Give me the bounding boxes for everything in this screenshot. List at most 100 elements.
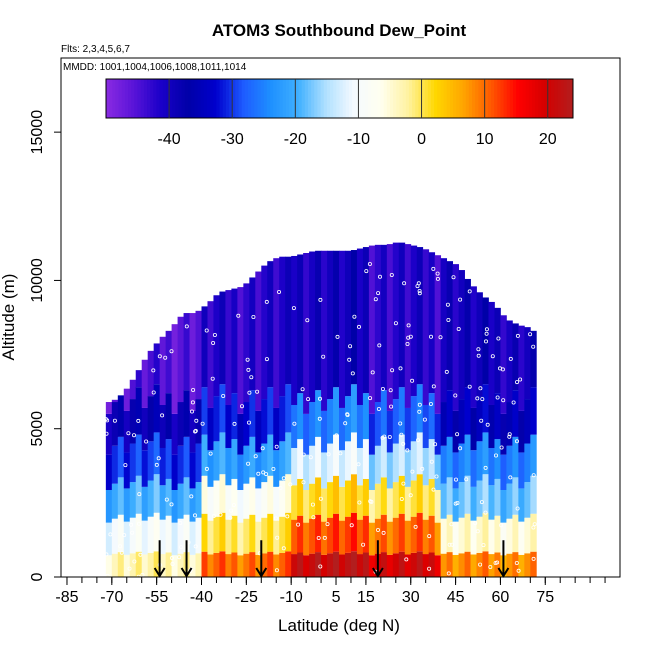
heatmap-cell xyxy=(386,410,394,453)
heatmap-cell xyxy=(117,477,125,515)
heatmap-cell xyxy=(225,519,232,555)
heatmap-cell xyxy=(291,404,298,448)
observation-point xyxy=(388,388,393,393)
heatmap-cell xyxy=(171,324,178,414)
heatmap-cell xyxy=(344,480,352,517)
observation-point xyxy=(163,355,168,360)
heatmap-cell xyxy=(458,399,465,444)
heatmap-cell xyxy=(159,554,167,577)
colorbar-swatch xyxy=(115,79,120,118)
heatmap-cell xyxy=(285,512,292,552)
heatmap-cell xyxy=(368,413,376,455)
heatmap-cell xyxy=(476,480,483,517)
heatmap-cell xyxy=(267,551,274,577)
observation-point xyxy=(129,522,134,527)
colorbar-swatch xyxy=(538,79,542,118)
heatmap-cell xyxy=(189,452,196,489)
observation-point xyxy=(136,521,141,526)
heatmap-cell xyxy=(273,258,280,408)
heatmap-cell xyxy=(321,410,328,453)
observation-point xyxy=(435,276,440,281)
heatmap-cell xyxy=(398,434,406,476)
observation-point xyxy=(169,502,174,507)
observation-point xyxy=(288,482,293,487)
colorbar-swatch xyxy=(216,79,221,118)
x-tick-label: -85 xyxy=(55,589,78,606)
heatmap-cell xyxy=(153,343,161,385)
heatmap-cell xyxy=(339,250,346,408)
heatmap-cell xyxy=(518,452,525,489)
observation-point xyxy=(445,302,450,307)
heatmap-cell xyxy=(518,488,525,522)
colorbar-swatch xyxy=(475,79,479,118)
observation-point xyxy=(431,384,436,389)
chart-subtitle: Flts: 2,3,4,5,6,7 xyxy=(61,44,130,55)
colorbar-swatch xyxy=(367,79,372,118)
observation-point xyxy=(221,393,226,398)
heatmap-cell xyxy=(285,551,292,577)
colorbar-swatch xyxy=(364,79,369,118)
observation-point xyxy=(335,334,340,339)
heatmap-cell xyxy=(195,399,202,444)
observation-point xyxy=(467,384,472,389)
heatmap-cell xyxy=(440,258,448,403)
colorbar-swatch xyxy=(418,79,423,118)
x-tick-label: 30 xyxy=(402,589,420,606)
colorbar-swatch xyxy=(389,79,394,118)
observation-point xyxy=(169,556,174,561)
heatmap-cell xyxy=(183,477,190,515)
colorbar-swatch xyxy=(402,79,407,118)
heatmap-cell xyxy=(422,447,430,486)
colorbar-swatch xyxy=(270,79,274,118)
heatmap-cell xyxy=(470,520,477,555)
colorbar-swatch xyxy=(210,79,214,118)
heatmap-cell xyxy=(392,242,400,400)
observation-point xyxy=(236,313,241,318)
chart-title: ATOM3 Southbound Dew_Point xyxy=(212,21,467,40)
heatmap-cell xyxy=(350,551,358,577)
heatmap-cell xyxy=(333,513,340,552)
heatmap-cell xyxy=(506,518,513,554)
heatmap-cell xyxy=(374,445,382,484)
heatmap-cell xyxy=(476,516,483,553)
colorbar-swatch xyxy=(506,79,511,118)
heatmap-cell xyxy=(416,432,424,475)
flight-marker-arrowhead xyxy=(372,567,384,578)
observation-point xyxy=(375,528,380,533)
observation-point xyxy=(450,542,455,547)
heatmap-cell xyxy=(428,515,436,553)
heatmap-cell xyxy=(410,245,418,397)
heatmap-cell xyxy=(213,295,220,397)
heatmap-cell xyxy=(153,551,161,577)
heatmap-cell xyxy=(213,516,220,553)
heatmap-cell xyxy=(321,521,328,555)
heatmap-cell xyxy=(356,519,364,555)
heatmap-cell xyxy=(452,452,459,489)
heatmap-cell xyxy=(362,393,370,440)
observation-point xyxy=(410,469,415,474)
observation-point xyxy=(406,323,411,328)
heatmap-cell xyxy=(333,551,340,577)
observation-point xyxy=(405,448,410,453)
colorbar-swatch xyxy=(206,79,211,118)
heatmap-cell xyxy=(518,410,525,453)
heatmap-cell xyxy=(141,407,149,451)
observation-point xyxy=(245,357,250,362)
heatmap-cell xyxy=(350,474,358,513)
heatmap-cell xyxy=(297,552,304,577)
heatmap-cell xyxy=(434,490,442,523)
heatmap-cell xyxy=(446,261,453,391)
heatmap-cell xyxy=(344,516,352,553)
heatmap-cell xyxy=(165,552,173,577)
heatmap-cell xyxy=(243,483,250,519)
observation-point xyxy=(104,431,109,436)
colorbar-swatch xyxy=(219,79,224,118)
heatmap-cell xyxy=(207,407,214,451)
observation-point xyxy=(191,387,196,392)
colorbar-swatch xyxy=(304,79,309,118)
colorbar-tick-label: -40 xyxy=(158,131,181,148)
observation-point xyxy=(301,480,306,485)
heatmap-cell xyxy=(374,244,382,403)
heatmap-cell xyxy=(362,478,370,516)
heatmap-cell xyxy=(291,255,298,405)
